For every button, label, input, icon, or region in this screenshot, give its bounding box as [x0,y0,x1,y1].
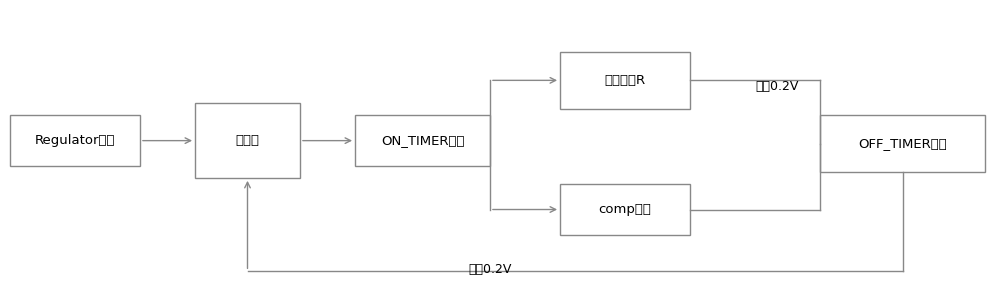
Text: Regulator模块: Regulator模块 [35,134,115,147]
Text: ON_TIMER模块: ON_TIMER模块 [381,134,464,147]
Text: OFF_TIMER模块: OFF_TIMER模块 [858,137,947,150]
Bar [560,52,690,109]
Text: comp模块: comp模块 [599,203,651,216]
Text: 检测电阿R: 检测电阿R [604,74,646,87]
Text: 大于0.2V: 大于0.2V [755,79,798,93]
Text: 功率管: 功率管 [236,134,260,147]
Bar [10,115,140,166]
Bar [195,103,300,178]
Bar [355,115,490,166]
Text: 小于0.2V: 小于0.2V [468,263,512,276]
Bar [820,115,985,172]
Bar [560,184,690,235]
